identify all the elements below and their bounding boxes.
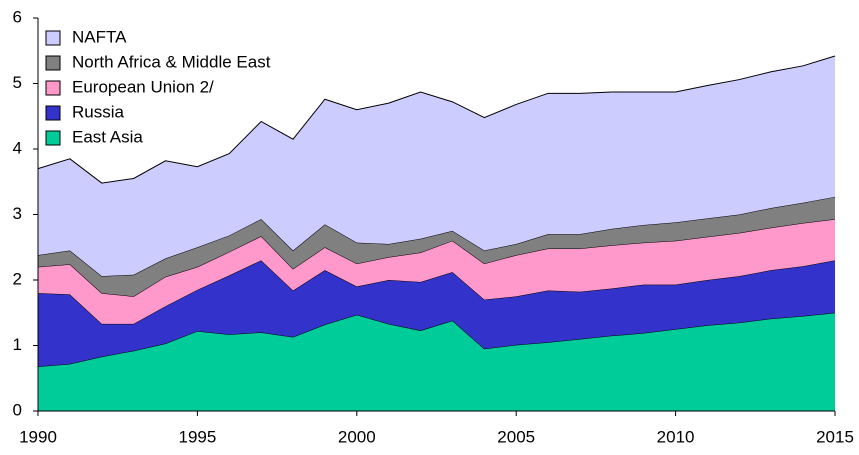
- x-tick-label: 2000: [338, 427, 376, 446]
- y-tick-label: 4: [13, 138, 22, 157]
- y-tick-label: 2: [13, 269, 22, 288]
- y-tick-label: 1: [13, 335, 22, 354]
- legend-swatch: [45, 130, 61, 146]
- legend-swatch: [45, 30, 61, 46]
- area-fill: [38, 219, 835, 324]
- legend: NAFTA North Africa & Middle East European …: [45, 27, 271, 146]
- legend-swatch: [45, 105, 61, 121]
- y-tick-label: 5: [13, 73, 22, 92]
- y-tick-label: 3: [13, 204, 22, 223]
- legend-swatch: [45, 55, 61, 71]
- x-tick-label: 2015: [816, 427, 854, 446]
- legend-label: North Africa & Middle East: [72, 52, 271, 71]
- legend-swatch: [45, 80, 61, 96]
- legend-label: Russia: [72, 102, 125, 121]
- legend-label: NAFTA: [72, 27, 127, 46]
- y-tick-label: 0: [13, 400, 22, 419]
- area-edge: [37, 55, 836, 184]
- x-tick-label: 1990: [19, 427, 57, 446]
- x-tick-label: 2005: [497, 427, 535, 446]
- legend-label: European Union 2/: [72, 77, 214, 96]
- y-tick-label: 6: [13, 7, 22, 26]
- area-fill: [38, 55, 835, 277]
- area-fill: [38, 260, 835, 367]
- legend-label: East Asia: [72, 127, 143, 146]
- x-tick-label: 1995: [178, 427, 216, 446]
- x-tick-label: 2010: [657, 427, 695, 446]
- area-fill: [38, 196, 835, 297]
- area-fill: [38, 312, 835, 411]
